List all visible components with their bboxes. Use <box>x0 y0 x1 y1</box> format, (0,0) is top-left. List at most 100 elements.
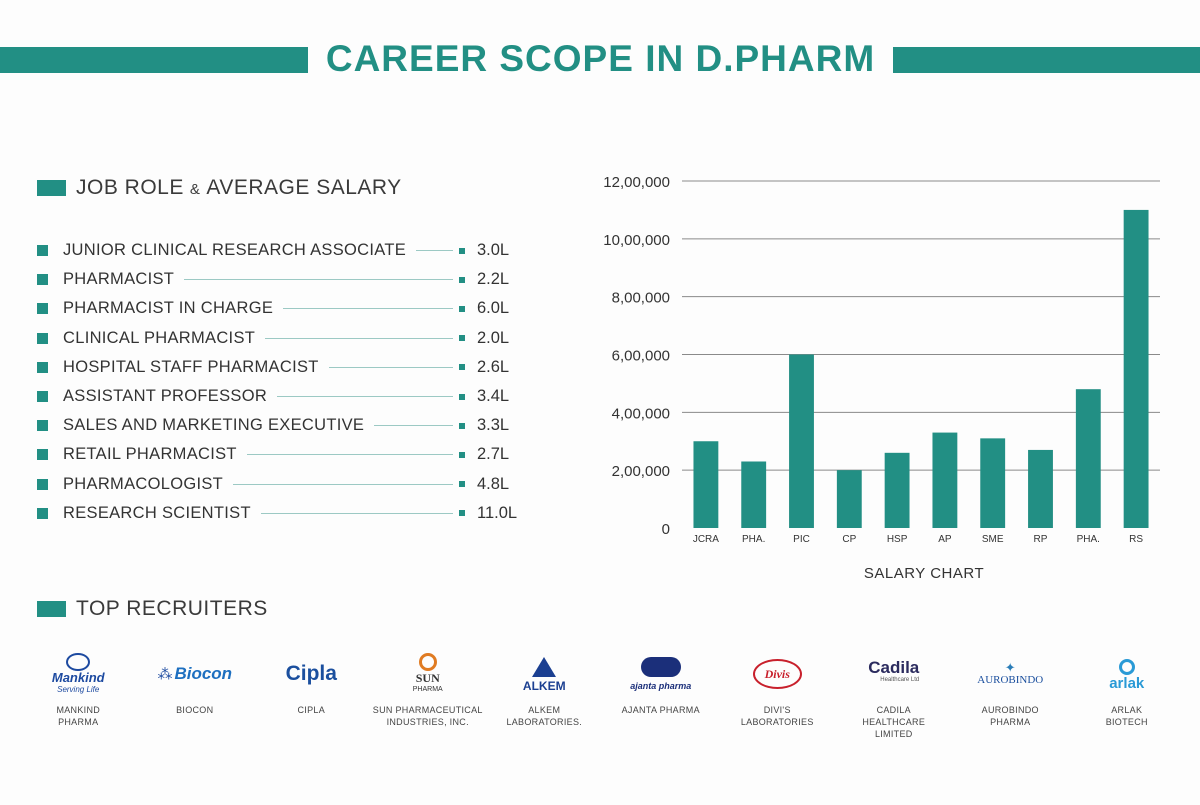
leader-dot-icon <box>459 451 465 458</box>
bullet-icon <box>37 507 48 519</box>
job-role: CLINICAL PHARMACIST <box>63 328 256 347</box>
recruiter-item: Divis DIVI'S LABORATORIES <box>719 648 836 740</box>
bar <box>741 461 767 528</box>
job-role: HOSPITAL STAFF PHARMACIST <box>63 357 319 376</box>
leader-line <box>265 337 453 339</box>
leader-line <box>184 279 453 281</box>
recruiter-item: ⁂ Biocon BIOCON <box>137 648 254 740</box>
salary-bar-chart: 0 2,00,000 4,00,000 6,00,000 8,00,000 10,00,0… <box>603 174 1160 545</box>
leader-dot-icon <box>459 422 465 429</box>
recruiter-name: AUROBINDO PHARMA <box>981 705 1039 727</box>
leader-line <box>233 483 453 485</box>
leader-line <box>246 454 453 456</box>
leader-dot-icon <box>459 510 465 517</box>
recruiter-name: AJANTA PHARMA <box>621 705 700 715</box>
leader-dot-icon <box>459 393 465 400</box>
recruiter-item: ALKEM ALKEM LABORATORIES. <box>486 648 603 740</box>
job-role: PHARMACIST <box>63 270 175 289</box>
job-list: JUNIOR CLINICAL RESEARCH ASSOCIATE 3.0L P… <box>37 236 517 528</box>
chart-title: SALARY CHART <box>863 565 985 582</box>
leader-line <box>328 366 453 368</box>
job-row: HOSPITAL STAFF PHARMACIST 2.6L <box>37 353 517 382</box>
leader-dot-icon <box>459 335 465 342</box>
recruiter-name: ARLAK BIOTECH <box>1105 705 1148 727</box>
x-tick-label: CP <box>842 534 856 545</box>
recruiter-item: Mankind Serving Life MANKIND PHARMA <box>20 648 137 740</box>
recruiter-name: SUN PHARMACEUTICAL INDUSTRIES, INC. <box>372 705 483 727</box>
job-salary: 2.0L <box>477 328 510 347</box>
y-tick-label: 10,00,000 <box>603 232 670 249</box>
x-tick-label: PHA. <box>1077 534 1100 545</box>
heading-part2: AVERAGE SALARY <box>206 176 402 199</box>
job-salary: 2.2L <box>477 270 510 289</box>
recruiter-name: CIPLA <box>297 705 325 715</box>
heading-part1: JOB ROLE <box>76 176 184 199</box>
bar <box>1028 449 1053 528</box>
mankind-logo: Mankind Serving Life <box>52 648 105 700</box>
aurobindo-logo: ✦ AUROBINDO <box>977 660 1044 686</box>
job-role: SALES AND MARKETING EXECUTIVE <box>63 416 365 435</box>
y-tick-label: 2,00,000 <box>612 463 670 480</box>
heading-square-icon <box>37 180 66 196</box>
bar <box>789 354 814 528</box>
bar <box>980 438 1006 528</box>
bullet-icon <box>37 332 48 344</box>
bullet-icon <box>37 303 48 315</box>
cipla-logo: Cipla <box>285 662 337 685</box>
recruiters-heading-text: TOP RECRUITERS <box>76 597 268 620</box>
job-row: CLINICAL PHARMACIST 2.0L <box>37 324 517 353</box>
job-row: RESEARCH SCIENTIST 11.0L <box>37 499 517 528</box>
recruiter-item: ajanta pharma AJANTA PHARMA <box>603 648 720 740</box>
job-role: RETAIL PHARMACIST <box>63 445 237 464</box>
recruiter-name: ALKEM LABORATORIES. <box>506 705 583 727</box>
x-tick-label: AP <box>938 534 952 545</box>
job-salary: 3.0L <box>477 241 510 260</box>
leader-dot-icon <box>459 247 465 254</box>
alkem-logo: ALKEM <box>523 648 566 700</box>
job-role: JUNIOR CLINICAL RESEARCH ASSOCIATE <box>63 241 407 260</box>
recruiter-name: CADILA HEALTHCARE LIMITED <box>862 705 926 739</box>
job-salary: 3.4L <box>477 387 510 406</box>
y-tick-label: 4,00,000 <box>612 405 670 422</box>
job-row: RETAIL PHARMACIST 2.7L <box>37 440 517 469</box>
recruiter-name: DIVI'S LABORATORIES <box>740 705 814 727</box>
bar <box>884 452 910 528</box>
bar <box>932 432 958 528</box>
leader-line <box>260 512 453 514</box>
recruiter-name: BIOCON <box>176 705 214 715</box>
leader-dot-icon <box>459 481 465 488</box>
job-row: PHARMACIST 2.2L <box>37 265 517 294</box>
recruiter-item: SUN PHARMA SUN PHARMACEUTICAL INDUSTRIES… <box>370 648 487 740</box>
leader-line <box>277 396 453 398</box>
y-tick-label: 0 <box>662 521 670 538</box>
job-row: JUNIOR CLINICAL RESEARCH ASSOCIATE 3.0L <box>37 236 517 265</box>
job-section-heading: JOB ROLE & AVERAGE SALARY <box>37 176 402 200</box>
biocon-logo: ⁂ Biocon <box>157 664 233 683</box>
x-tick-label: SME <box>982 534 1004 545</box>
heading-square-icon <box>37 601 66 617</box>
recruiter-name: MANKIND PHARMA <box>56 705 101 727</box>
bullet-icon <box>37 420 48 432</box>
bar <box>1075 389 1101 528</box>
job-role: RESEARCH SCIENTIST <box>63 503 251 522</box>
bar <box>1123 209 1149 528</box>
title-bar-left <box>0 47 308 73</box>
sun-pharma-logo: SUN PHARMA <box>413 648 443 700</box>
y-tick-label: 6,00,000 <box>612 348 670 365</box>
bar <box>836 470 862 528</box>
recruiter-item: arlak ARLAK BIOTECH <box>1069 648 1186 740</box>
job-salary: 2.7L <box>477 445 510 464</box>
x-tick-label: PIC <box>793 534 810 545</box>
bullet-icon <box>37 478 48 490</box>
leader-dot-icon <box>459 364 465 371</box>
bullet-icon <box>37 449 48 461</box>
recruiter-item: Cadila Healthcare Ltd CADILA HEALTHCARE … <box>836 648 953 740</box>
recruiter-item: Cipla CIPLA <box>253 648 370 740</box>
job-role: PHARMACIST IN CHARGE <box>63 299 274 318</box>
job-role: ASSISTANT PROFESSOR <box>63 387 268 406</box>
y-tick-label: 8,00,000 <box>612 290 670 307</box>
job-salary: 2.6L <box>477 357 510 376</box>
leader-line <box>416 250 453 252</box>
bullet-icon <box>37 245 48 257</box>
bullet-icon <box>37 361 48 373</box>
